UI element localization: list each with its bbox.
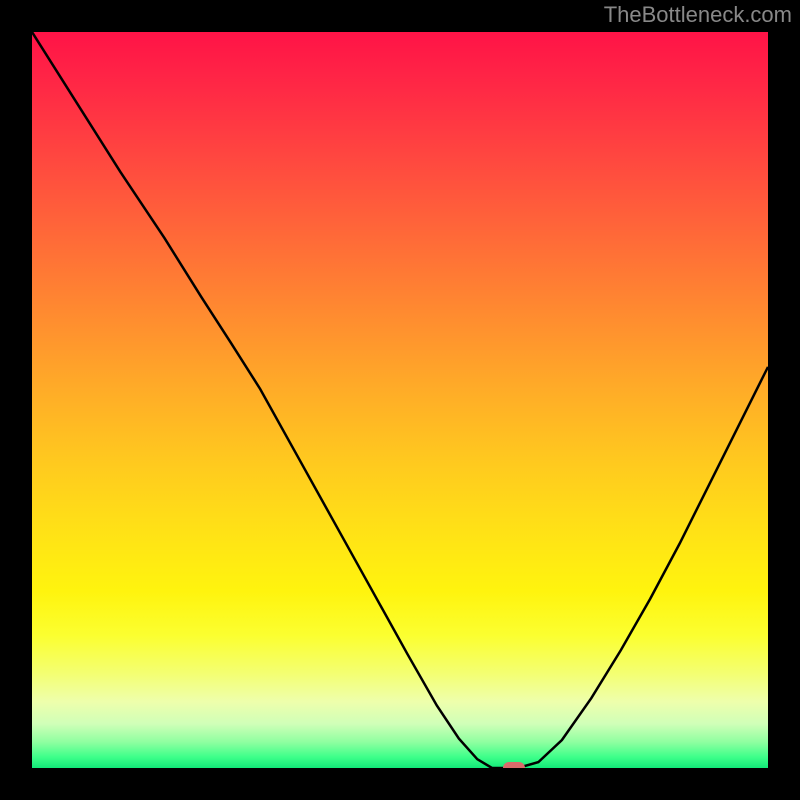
optimal-marker [503,762,525,768]
bottleneck-curve [32,32,768,768]
chart-area [32,32,768,768]
watermark-text: TheBottleneck.com [604,2,792,28]
curve-layer [32,32,768,768]
